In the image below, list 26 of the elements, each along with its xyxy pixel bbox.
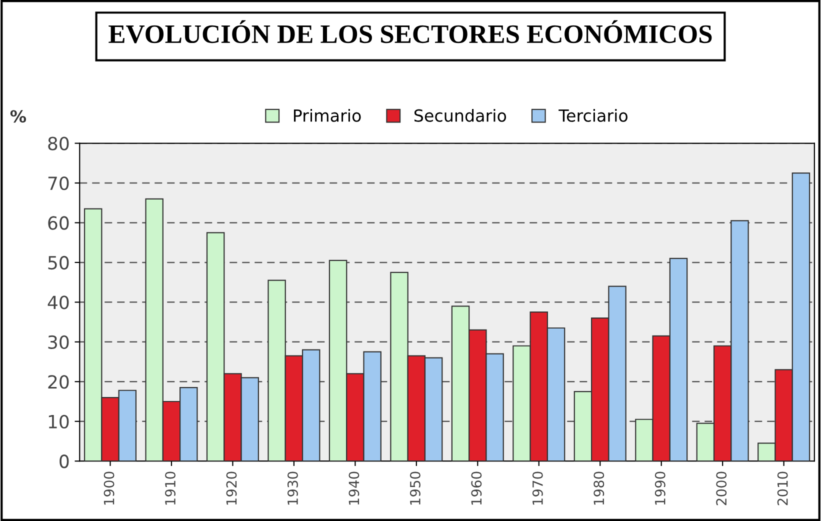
y-tick-label: 10: [48, 414, 69, 428]
y-axis-title: %: [10, 110, 26, 123]
x-tick-label: 1990: [654, 472, 666, 505]
y-tick-label: 40: [48, 296, 69, 310]
x-tick-label: 1940: [348, 472, 360, 505]
x-tick-label: 1920: [226, 472, 237, 505]
x-tick-label: 1950: [410, 472, 420, 505]
x-tick-label: 1910: [165, 472, 176, 505]
x-tick-label: 1930: [287, 472, 298, 505]
legend-label: Primario: [294, 108, 361, 122]
y-tick-label: 50: [48, 256, 69, 270]
y-tick-label: 30: [48, 335, 69, 350]
y-tick-label: 80: [48, 136, 69, 150]
x-tick-label: 1970: [532, 472, 543, 505]
y-tick-label: 20: [48, 375, 69, 389]
x-tick-label: 2010: [777, 472, 788, 506]
y-tick-label: 60: [48, 216, 69, 230]
legend-label: Secundario: [414, 108, 506, 122]
x-tick-label: 1980: [594, 472, 604, 505]
legend-label: Terciario: [558, 108, 628, 122]
x-tick-label: 1960: [471, 472, 482, 505]
x-tick-label: 1900: [104, 472, 114, 505]
chart-title: EVOLUCIÓN DE LOS SECTORES ECONÓMICOS: [108, 20, 712, 44]
x-tick-label: 2000: [716, 472, 727, 506]
y-tick-label: 70: [48, 176, 69, 190]
y-tick-label: 0: [60, 454, 69, 468]
